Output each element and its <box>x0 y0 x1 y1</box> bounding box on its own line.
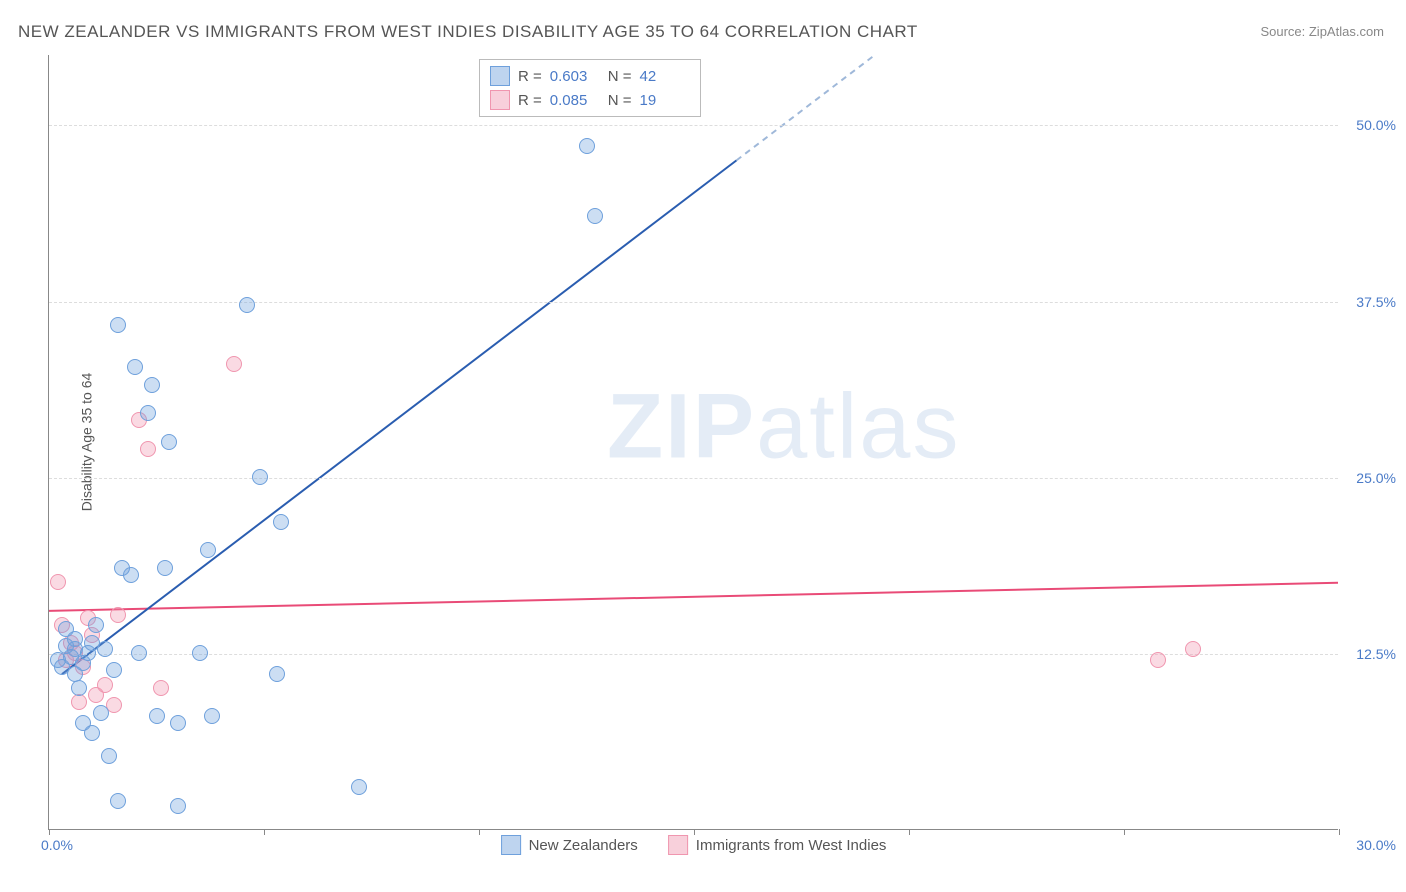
legend-label-b: Immigrants from West Indies <box>696 837 887 854</box>
plot-area: Disability Age 35 to 64 ZIPatlas R = 0.6… <box>48 55 1338 830</box>
data-point <box>170 798 186 814</box>
data-point <box>200 542 216 558</box>
y-tick-label: 50.0% <box>1346 117 1396 133</box>
data-point <box>84 635 100 651</box>
gridline <box>49 478 1338 479</box>
chart-title: NEW ZEALANDER VS IMMIGRANTS FROM WEST IN… <box>18 22 918 42</box>
data-point <box>71 680 87 696</box>
stat-r-value-b: 0.085 <box>550 92 600 109</box>
data-point <box>110 317 126 333</box>
data-point <box>157 560 173 576</box>
data-point <box>204 708 220 724</box>
data-point <box>97 677 113 693</box>
stat-n-label: N = <box>608 92 632 109</box>
data-point <box>226 356 242 372</box>
gridline <box>49 125 1338 126</box>
legend-item-b: Immigrants from West Indies <box>668 835 887 855</box>
legend-swatch-pink <box>668 835 688 855</box>
data-point <box>579 138 595 154</box>
data-point <box>140 405 156 421</box>
data-point <box>88 617 104 633</box>
source-label: Source: ZipAtlas.com <box>1260 24 1384 39</box>
data-point <box>149 708 165 724</box>
data-point <box>351 779 367 795</box>
data-point <box>127 359 143 375</box>
data-point <box>1185 641 1201 657</box>
data-point <box>101 748 117 764</box>
data-point <box>273 514 289 530</box>
data-point <box>71 694 87 710</box>
y-tick-label: 12.5% <box>1346 646 1396 662</box>
legend-stats-box: R = 0.603 N = 42 R = 0.085 N = 19 <box>479 59 701 117</box>
legend-item-a: New Zealanders <box>501 835 638 855</box>
legend-label-a: New Zealanders <box>529 837 638 854</box>
data-point <box>140 441 156 457</box>
stat-r-label: R = <box>518 92 542 109</box>
gridline <box>49 654 1338 655</box>
stat-n-value-b: 19 <box>640 92 690 109</box>
data-point <box>170 715 186 731</box>
x-min-label: 0.0% <box>41 837 73 853</box>
data-point <box>84 725 100 741</box>
x-tick <box>49 829 50 835</box>
legend-swatch-pink <box>490 90 510 110</box>
data-point <box>106 662 122 678</box>
data-point <box>131 645 147 661</box>
data-point <box>587 208 603 224</box>
data-point <box>110 607 126 623</box>
data-point <box>93 705 109 721</box>
y-tick-label: 25.0% <box>1346 470 1396 486</box>
data-point <box>153 680 169 696</box>
data-point <box>161 434 177 450</box>
x-tick <box>479 829 480 835</box>
data-point <box>192 645 208 661</box>
data-point <box>252 469 268 485</box>
x-max-label: 30.0% <box>1356 837 1396 853</box>
legend-swatch-blue <box>501 835 521 855</box>
y-tick-label: 37.5% <box>1346 294 1396 310</box>
legend-swatch-blue <box>490 66 510 86</box>
stat-r-value-a: 0.603 <box>550 68 600 85</box>
data-point <box>1150 652 1166 668</box>
data-point <box>75 655 91 671</box>
x-tick <box>264 829 265 835</box>
bottom-legend: New Zealanders Immigrants from West Indi… <box>501 835 887 855</box>
data-point <box>239 297 255 313</box>
data-point <box>110 793 126 809</box>
x-tick <box>1124 829 1125 835</box>
stat-n-value-a: 42 <box>640 68 690 85</box>
data-point <box>269 666 285 682</box>
stat-n-label: N = <box>608 68 632 85</box>
legend-stats-row-b: R = 0.085 N = 19 <box>490 88 690 112</box>
data-point <box>144 377 160 393</box>
stat-r-label: R = <box>518 68 542 85</box>
trend-lines-svg <box>49 55 1338 829</box>
data-point <box>123 567 139 583</box>
data-point <box>50 574 66 590</box>
x-tick <box>1339 829 1340 835</box>
data-point <box>58 621 74 637</box>
legend-stats-row-a: R = 0.603 N = 42 <box>490 64 690 88</box>
x-tick <box>694 829 695 835</box>
x-tick <box>909 829 910 835</box>
